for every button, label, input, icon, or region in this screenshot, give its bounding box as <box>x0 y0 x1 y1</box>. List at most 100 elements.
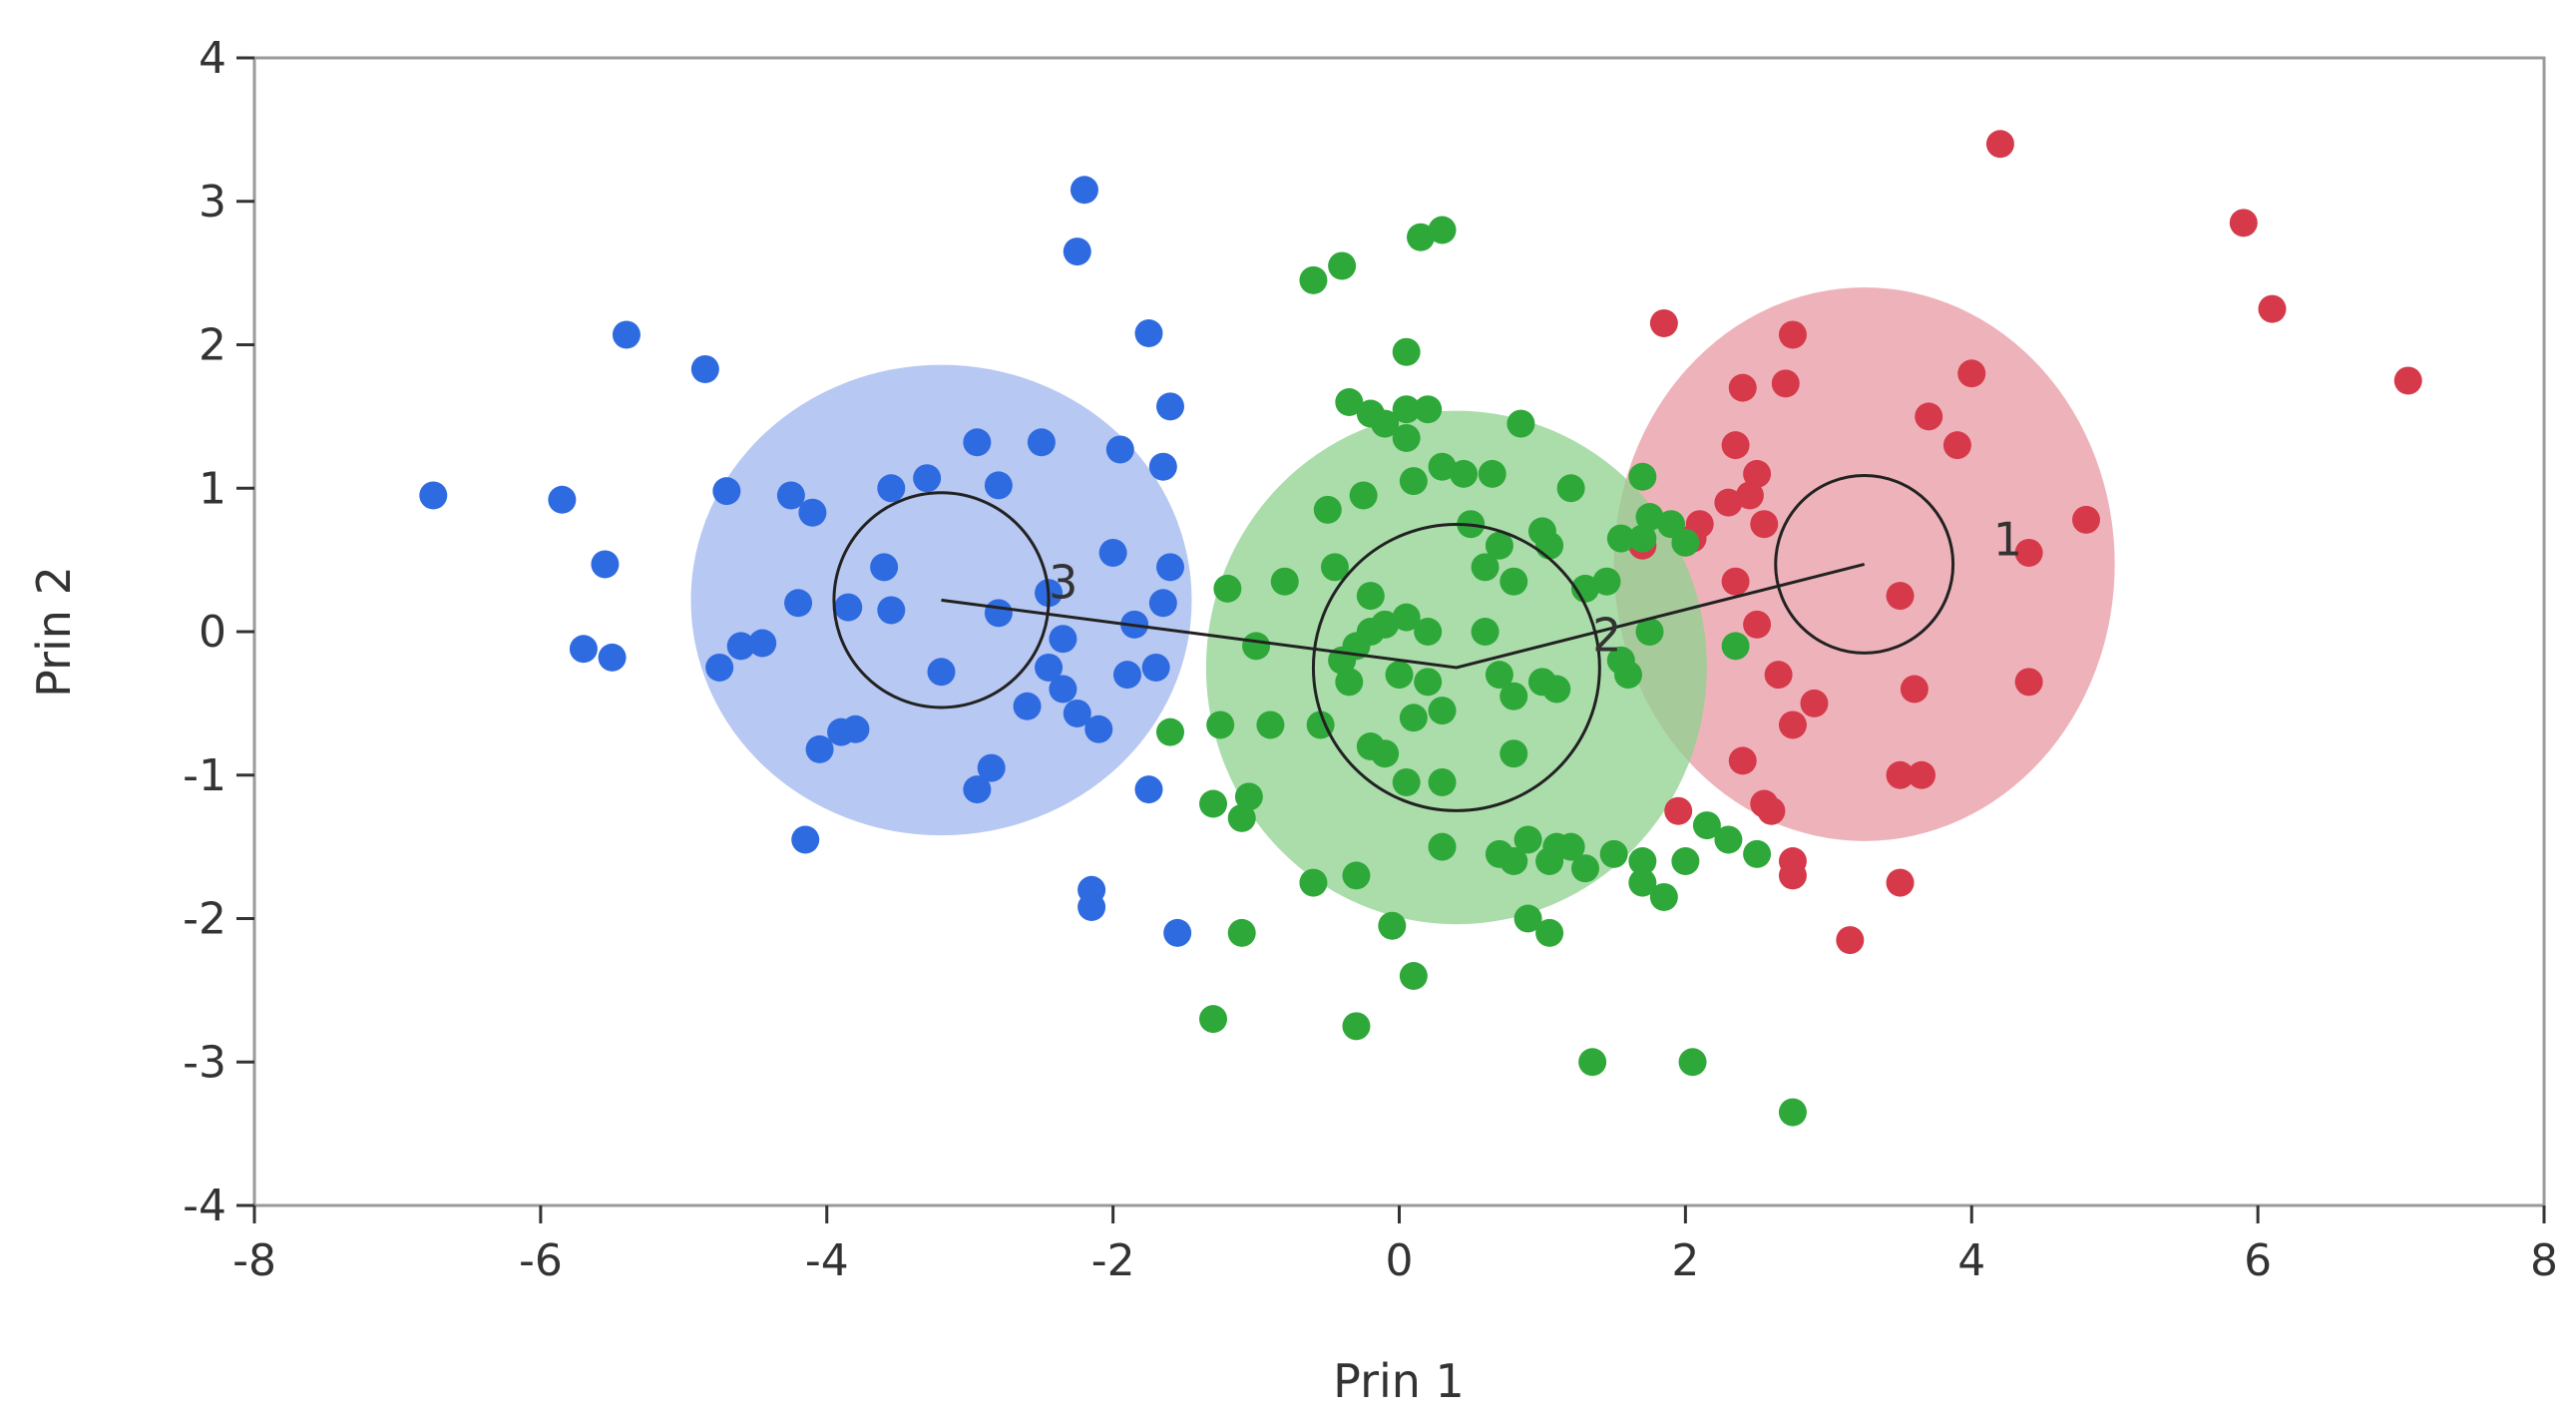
x-axis-title: Prin 1 <box>1333 1354 1465 1408</box>
cluster-1-point <box>1714 488 1743 517</box>
x-tick-label: 8 <box>2530 1235 2558 1286</box>
cluster-2-point <box>1500 847 1528 875</box>
cluster-2-point <box>1392 423 1421 452</box>
cluster-2-point <box>1471 618 1500 646</box>
cluster-3-point <box>1049 625 1077 654</box>
cluster-3-point <box>1148 452 1177 481</box>
cluster-1-point <box>1743 459 1772 488</box>
cluster-1-point <box>2072 505 2100 534</box>
cluster-2-point <box>1478 459 1506 488</box>
cluster-3-point <box>726 632 755 661</box>
cluster-2-point <box>1399 962 1428 990</box>
cluster-2-point <box>1414 668 1443 697</box>
cluster-1-point <box>1778 861 1807 890</box>
cluster-2-point <box>1743 839 1772 868</box>
cluster-overlays: 1 2 3 <box>832 474 2022 812</box>
cluster-2-point <box>1414 618 1443 646</box>
cluster-2-point <box>1335 668 1364 697</box>
y-axis-ticks: -4 -3 -2 -1 0 1 2 3 4 <box>183 33 254 1231</box>
cluster-3-label: 3 <box>1049 556 1077 610</box>
cluster-2-point <box>1392 603 1421 632</box>
cluster-3-point <box>963 428 992 457</box>
cluster-1-point <box>1886 582 1915 611</box>
cluster-2-point <box>1506 409 1535 438</box>
cluster-1-point <box>1886 868 1915 897</box>
cluster-1-point <box>1728 373 1757 402</box>
cluster-2-point <box>1414 395 1443 424</box>
cluster-2-point <box>1513 904 1542 933</box>
cluster-2-point <box>1628 868 1657 897</box>
y-tick-label: -1 <box>183 750 226 801</box>
cluster-2-point <box>1392 337 1421 366</box>
cluster-1-label: 1 <box>1993 512 2022 566</box>
cluster-2-point <box>1371 739 1400 768</box>
cluster-3-point <box>1035 653 1064 682</box>
cluster-3-point <box>1027 428 1056 457</box>
cluster-3-point <box>1063 238 1091 266</box>
cluster-2-point <box>1542 675 1571 704</box>
x-tick-label: 0 <box>1386 1235 1414 1286</box>
cluster-2-point <box>1407 223 1436 251</box>
cluster-3-point <box>1141 653 1170 682</box>
y-tick-label: 1 <box>199 463 226 514</box>
cluster-1-point <box>1721 567 1750 596</box>
cluster-3-point <box>1070 176 1098 205</box>
cluster-2-point <box>1328 251 1357 280</box>
cluster-3-point <box>1148 589 1177 618</box>
cluster-2-point <box>1535 531 1564 560</box>
cluster-3-point <box>927 658 956 687</box>
cluster-2-point <box>1392 395 1421 424</box>
cluster-3-point <box>1105 435 1134 464</box>
cluster-2-point <box>1714 825 1743 854</box>
cluster-2-point <box>1778 1098 1807 1127</box>
cluster-3-point <box>419 481 448 510</box>
cluster-2-point <box>1500 567 1528 596</box>
cluster-2-point <box>1385 661 1414 690</box>
cluster-3-point <box>548 485 577 514</box>
cluster-2-center-circle <box>1311 523 1601 812</box>
cluster-1-point <box>1985 130 2014 159</box>
cluster-3-point <box>798 498 827 527</box>
cluster-1-point <box>1721 431 1750 460</box>
y-tick-label: 0 <box>199 607 226 658</box>
cluster-2-point <box>1500 682 1528 711</box>
x-tick-label: -4 <box>805 1235 849 1286</box>
cluster-2-point <box>1556 474 1585 503</box>
cluster-2-point <box>1606 524 1635 553</box>
cluster-2-point <box>1270 567 1299 596</box>
cluster-3-point <box>591 550 620 579</box>
cluster-3-center-circle <box>832 491 1051 710</box>
cluster-2-point <box>1570 854 1599 883</box>
centroid-path-line <box>941 562 1866 670</box>
cluster-1-point <box>1836 926 1865 955</box>
cluster-1-point <box>2014 538 2043 567</box>
cluster-2-point <box>1500 739 1528 768</box>
cluster-3-point <box>748 629 777 658</box>
cluster-3-point <box>1049 675 1077 704</box>
cluster-2-point <box>1471 553 1500 582</box>
y-tick-label: -3 <box>183 1037 226 1088</box>
cluster-2-point <box>1628 524 1657 553</box>
cluster-1-point <box>1743 610 1772 639</box>
cluster-3-point <box>791 825 820 854</box>
cluster-2-point <box>1199 1005 1228 1034</box>
cluster-2-point <box>1485 661 1513 690</box>
cluster-2-label: 2 <box>1592 609 1621 663</box>
cluster-3-point <box>977 753 1006 782</box>
cluster-2-point <box>1320 553 1349 582</box>
cluster-2-point <box>1349 481 1378 510</box>
cluster-3-point <box>1098 538 1127 567</box>
x-tick-label: -8 <box>232 1235 276 1286</box>
cluster-1-point <box>1942 431 1971 460</box>
cluster-3-point <box>784 589 813 618</box>
y-tick-label: -4 <box>183 1181 226 1231</box>
cluster-2-point <box>1227 918 1256 947</box>
cluster-1-point <box>1915 402 1943 431</box>
cluster-3-point <box>805 734 834 763</box>
cluster-2-point <box>1721 632 1750 661</box>
cluster-1-point <box>1886 760 1915 789</box>
cluster-3-point <box>984 471 1013 500</box>
cluster-3-point <box>598 643 627 672</box>
cluster-2-point <box>1671 528 1700 557</box>
